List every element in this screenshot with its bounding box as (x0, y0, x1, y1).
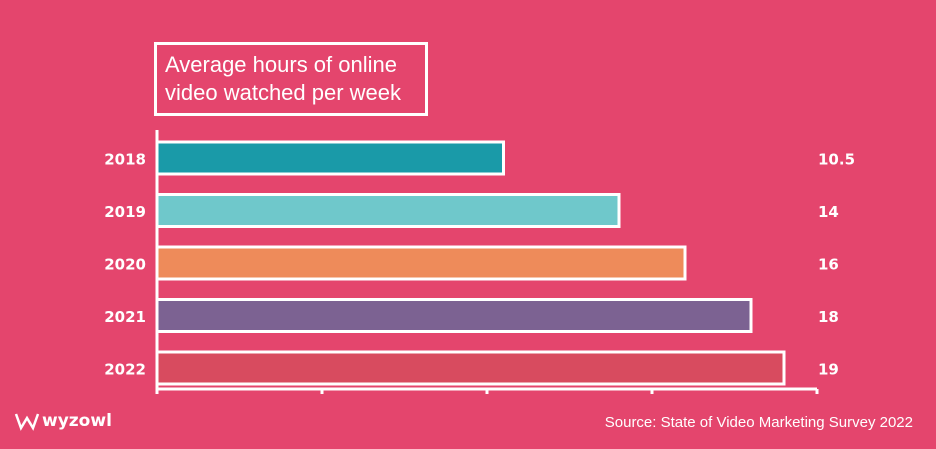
bar (155, 193, 621, 228)
bar (155, 245, 687, 281)
value-label: 19 (818, 361, 839, 379)
bar (155, 350, 786, 386)
brand: wyzowl (42, 411, 112, 431)
y-tick-label: 2020 (104, 256, 146, 274)
y-tick-label: 2018 (104, 151, 146, 169)
y-tick-label: 2022 (104, 361, 146, 379)
bar (155, 298, 753, 333)
logo-icon (14, 413, 40, 431)
value-label: 16 (818, 256, 839, 274)
y-tick-label: 2021 (104, 308, 146, 326)
value-label: 10.5 (818, 151, 855, 169)
source: Source: State of Video Marketing Survey … (605, 414, 913, 431)
value-label: 18 (818, 308, 839, 326)
bar (155, 140, 505, 176)
y-tick-label: 2019 (104, 203, 146, 221)
value-label: 14 (818, 203, 839, 221)
chart-title: Average hours of online video watched pe… (154, 42, 428, 116)
